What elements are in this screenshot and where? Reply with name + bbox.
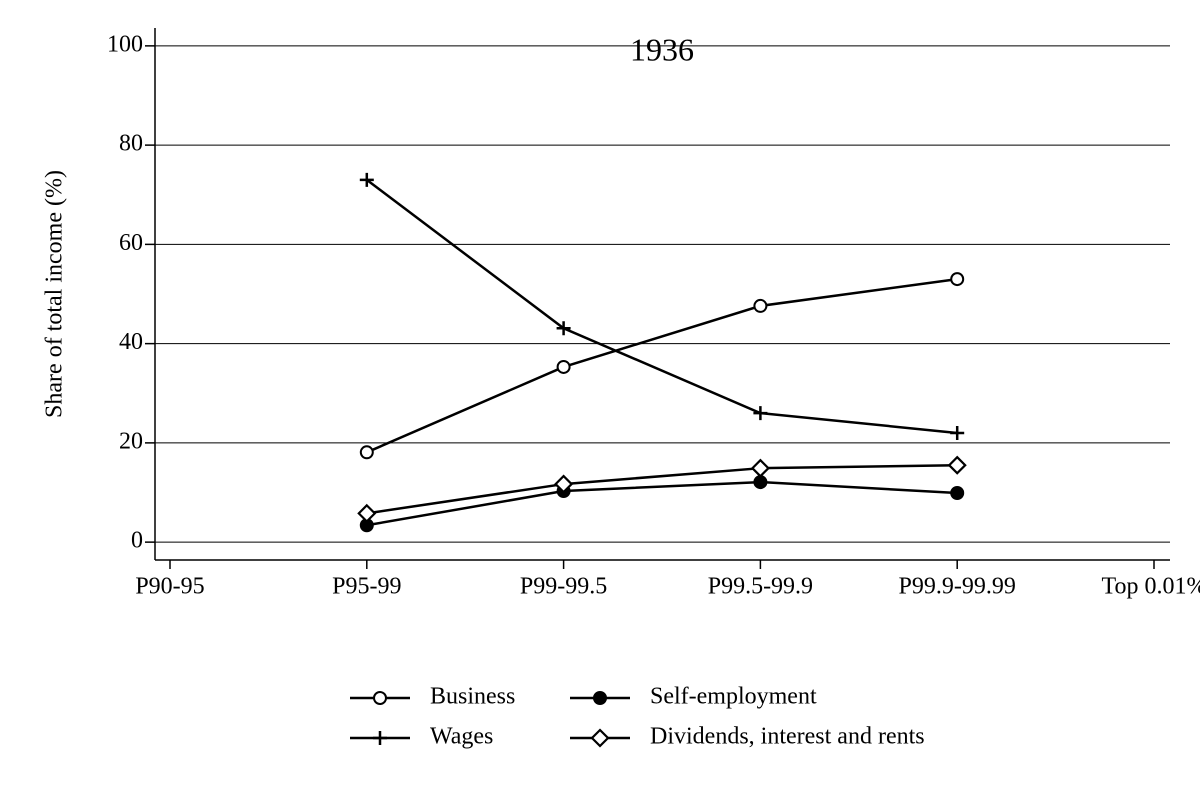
marker (556, 359, 571, 374)
chart-title: 1936 (630, 31, 694, 67)
marker (950, 425, 965, 440)
y-tick-label: 40 (119, 329, 143, 355)
marker (950, 486, 965, 501)
marker (373, 731, 387, 745)
marker (950, 272, 965, 287)
x-tick-label: P95-99 (332, 574, 401, 600)
x-tick-label: Top 0.01% (1102, 574, 1200, 600)
series-line (366, 277, 958, 454)
x-tick-label: P99.5-99.9 (708, 574, 813, 600)
legend-label: Dividends, interest and rents (650, 724, 925, 750)
x-tick-label: P90-95 (135, 574, 204, 600)
y-tick-label: 0 (131, 528, 143, 554)
marker (359, 172, 374, 187)
series-line (366, 463, 958, 515)
x-tick-label: P99-99.5 (520, 574, 607, 600)
series-line (366, 178, 958, 435)
y-axis-label: Share of total income (%) (42, 170, 68, 418)
marker (373, 691, 387, 705)
marker (554, 474, 574, 494)
series-line (366, 480, 958, 527)
legend-label: Wages (430, 724, 493, 750)
x-tick-label: P99.9-99.99 (899, 574, 1016, 600)
marker (753, 475, 768, 490)
marker (590, 728, 610, 748)
y-tick-label: 80 (119, 131, 143, 157)
marker (947, 455, 967, 475)
y-tick-label: 60 (119, 230, 143, 256)
marker (357, 503, 377, 523)
legend-label: Business (430, 684, 515, 710)
marker (593, 691, 607, 705)
legend-label: Self-employment (650, 684, 817, 710)
y-tick-label: 100 (107, 31, 143, 57)
marker (753, 406, 768, 421)
marker (753, 298, 768, 313)
marker (750, 458, 770, 478)
marker (556, 321, 571, 336)
y-tick-label: 20 (119, 428, 143, 454)
marker (359, 445, 374, 460)
